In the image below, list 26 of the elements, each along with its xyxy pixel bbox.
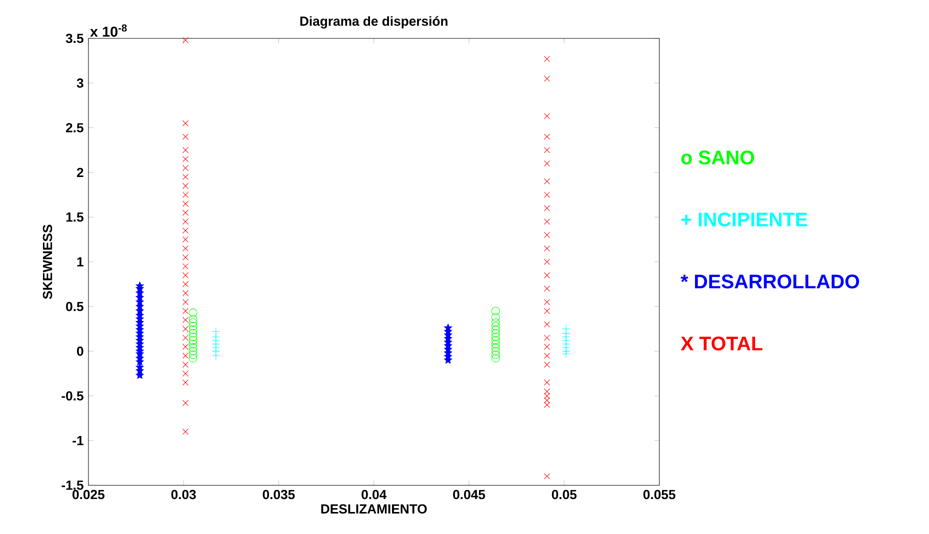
y-tick-label: 3.5 bbox=[66, 34, 84, 43]
text: o SANO bbox=[681, 150, 754, 164]
y-tick-label: -0.5 bbox=[62, 391, 84, 400]
text: * DESARROLLADO bbox=[680, 274, 860, 288]
y-axis-title: SKEWNESS bbox=[42, 224, 52, 299]
y-tick-label: 0 bbox=[76, 346, 84, 356]
x-tick-label: 0.03 bbox=[171, 490, 196, 499]
x-tick-label: 0.025 bbox=[72, 490, 104, 499]
x-tick-label: 0.04 bbox=[362, 490, 387, 499]
text: X TOTAL bbox=[680, 336, 762, 350]
text: + INCIPIENTE bbox=[681, 212, 808, 226]
x-tick-label: 0.055 bbox=[643, 490, 676, 499]
y-tick-label: 1 bbox=[77, 257, 84, 266]
y-tick-label: 2.5 bbox=[66, 122, 84, 132]
y-tick-label: 3 bbox=[76, 78, 84, 88]
y-tick-label: 2 bbox=[76, 168, 84, 177]
x-tick-label: 0.05 bbox=[552, 490, 577, 499]
y-tick-label: 1.5 bbox=[66, 212, 84, 222]
chart-title: Diagrama de dispersión bbox=[300, 16, 448, 28]
x-tick-label: 0.035 bbox=[262, 490, 295, 499]
text: x 10$^{-8}$ bbox=[90, 24, 127, 37]
y-tick-label: -1.5 bbox=[62, 480, 84, 490]
x-tick-label: 0.045 bbox=[453, 490, 486, 499]
y-tick-label: 0.5 bbox=[66, 302, 84, 311]
x-axis-title: DESLIZAMIENTO bbox=[321, 504, 427, 514]
y-tick-label: -1 bbox=[72, 436, 84, 445]
